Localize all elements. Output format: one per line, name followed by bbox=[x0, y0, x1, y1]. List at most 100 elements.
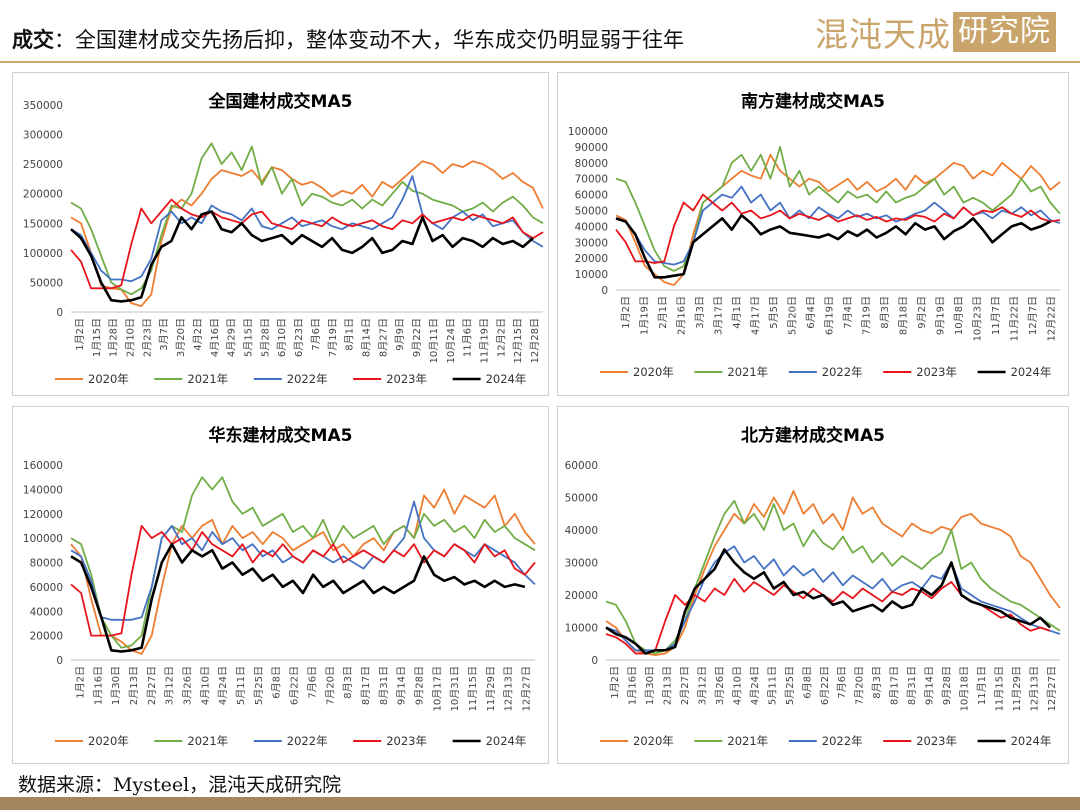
x-tick-label: 11月15日 bbox=[993, 666, 1005, 711]
legend-label: 2024年 bbox=[486, 734, 527, 748]
x-tick-label: 11月7日 bbox=[990, 296, 1002, 335]
series-line bbox=[70, 476, 536, 649]
logo-main: 混沌天成 bbox=[815, 15, 951, 54]
series-line bbox=[605, 545, 1061, 652]
x-tick-label: 4月2日 bbox=[192, 318, 204, 351]
x-tick-label: 8月1日 bbox=[344, 318, 356, 351]
y-tick-label: 40000 bbox=[30, 606, 63, 618]
y-tick-label: 0 bbox=[601, 285, 608, 297]
x-tick-label: 11月6日 bbox=[462, 318, 474, 357]
x-tick-label: 1月30日 bbox=[644, 666, 656, 705]
x-tick-label: 12月22日 bbox=[1045, 296, 1057, 341]
x-tick-label: 11月22日 bbox=[1008, 296, 1020, 341]
x-tick-label: 11月1日 bbox=[976, 666, 988, 705]
x-tick-label: 3月17日 bbox=[712, 296, 724, 335]
x-tick-label: 5月11日 bbox=[235, 666, 247, 705]
x-tick-label: 10月11日 bbox=[428, 318, 440, 363]
legend-label: 2021年 bbox=[187, 734, 228, 748]
chart-title: 全国建材成交MA5 bbox=[208, 92, 353, 112]
series-line bbox=[615, 185, 1061, 266]
x-tick-label: 12月13日 bbox=[503, 666, 515, 711]
x-tick-label: 1月2日 bbox=[609, 666, 621, 699]
x-tick-label: 12月27日 bbox=[521, 666, 533, 711]
chart-title: 华东建材成交MA5 bbox=[208, 426, 353, 446]
x-tick-label: 8月17日 bbox=[360, 666, 372, 705]
y-tick-label: 50000 bbox=[565, 493, 598, 505]
y-tick-label: 0 bbox=[591, 655, 598, 667]
x-tick-label: 4月16日 bbox=[209, 318, 221, 357]
x-tick-label: 4月29日 bbox=[226, 318, 238, 357]
x-tick-label: 11月29日 bbox=[1011, 666, 1023, 711]
x-tick-label: 6月10日 bbox=[276, 318, 288, 357]
x-tick-label: 10月24日 bbox=[445, 318, 457, 363]
x-tick-label: 2月13日 bbox=[128, 666, 140, 705]
x-tick-label: 7月6日 bbox=[310, 318, 322, 351]
x-tick-label: 4月24日 bbox=[749, 666, 761, 705]
x-tick-label: 10月17日 bbox=[431, 666, 443, 711]
x-tick-label: 8月3日 bbox=[871, 666, 883, 699]
series-line bbox=[605, 499, 1061, 655]
x-tick-label: 11月15日 bbox=[467, 666, 479, 711]
x-tick-label: 8月27日 bbox=[377, 318, 389, 357]
y-tick-label: 90000 bbox=[575, 142, 608, 154]
series-line bbox=[615, 193, 1061, 264]
header-divider bbox=[0, 61, 1080, 63]
x-tick-label: 5月25日 bbox=[253, 666, 265, 705]
x-tick-label: 12月13日 bbox=[1028, 666, 1040, 711]
footer-band bbox=[0, 797, 1080, 810]
y-tick-label: 100000 bbox=[568, 126, 608, 138]
series-line bbox=[605, 548, 1052, 655]
x-tick-label: 4月10日 bbox=[731, 666, 743, 705]
x-tick-label: 1月16日 bbox=[627, 666, 639, 705]
legend-label: 2020年 bbox=[633, 365, 674, 379]
x-tick-label: 4月1日 bbox=[731, 296, 743, 329]
legend-label: 2024年 bbox=[486, 372, 527, 386]
y-tick-label: 0 bbox=[56, 655, 63, 667]
x-tick-label: 11月29日 bbox=[485, 666, 497, 711]
y-tick-label: 250000 bbox=[23, 159, 63, 171]
series-line bbox=[615, 146, 1061, 272]
y-tick-label: 10000 bbox=[575, 269, 608, 281]
x-tick-label: 3月20日 bbox=[175, 318, 187, 357]
y-tick-label: 60000 bbox=[30, 582, 63, 594]
y-tick-label: 80000 bbox=[575, 158, 608, 170]
legend-label: 2024年 bbox=[1011, 734, 1052, 748]
x-tick-label: 1月2日 bbox=[620, 296, 632, 329]
x-tick-label: 3月3日 bbox=[694, 296, 706, 329]
chart-svg: 0 50000 100000 150000 200000 250000 300000 3500… bbox=[23, 100, 544, 386]
series-line bbox=[70, 160, 544, 308]
x-tick-label: 10月31日 bbox=[449, 666, 461, 711]
x-tick-label: 12月28日 bbox=[529, 318, 541, 363]
y-tick-label: 30000 bbox=[575, 237, 608, 249]
x-tick-label: 4月10日 bbox=[199, 666, 211, 705]
x-tick-label: 12月2日 bbox=[495, 318, 507, 357]
x-tick-label: 9月22日 bbox=[411, 318, 423, 357]
logo: 混沌天成 研究院 bbox=[815, 10, 1056, 54]
x-tick-label: 12月27日 bbox=[1046, 666, 1058, 711]
x-tick-label: 2月10日 bbox=[125, 318, 137, 357]
y-tick-label: 30000 bbox=[565, 558, 598, 570]
x-tick-label: 2月27日 bbox=[146, 666, 158, 705]
x-tick-label: 8月31日 bbox=[906, 666, 918, 705]
y-tick-label: 120000 bbox=[23, 509, 63, 521]
x-tick-label: 12月7日 bbox=[1027, 296, 1039, 335]
chart-panel-south: 0 10000 20000 30000 40000 50000 60000 70000 8000… bbox=[557, 72, 1069, 396]
y-tick-label: 160000 bbox=[23, 460, 63, 472]
x-tick-label: 6月23日 bbox=[293, 318, 305, 357]
y-tick-label: 60000 bbox=[575, 190, 608, 202]
y-tick-label: 80000 bbox=[30, 558, 63, 570]
y-tick-label: 100000 bbox=[23, 248, 63, 260]
y-tick-label: 70000 bbox=[575, 174, 608, 186]
y-tick-label: 150000 bbox=[23, 218, 63, 230]
x-tick-label: 7月20日 bbox=[324, 666, 336, 705]
legend-label: 2022年 bbox=[287, 734, 328, 748]
x-tick-label: 8月3日 bbox=[342, 666, 354, 699]
chart-title: 北方建材成交MA5 bbox=[741, 426, 885, 446]
x-tick-label: 10月23日 bbox=[971, 296, 983, 341]
x-tick-label: 11月19日 bbox=[479, 318, 491, 363]
page-title: 成交：全国建材成交先扬后抑，整体变动不大，华东成交仍明显弱于往年 bbox=[12, 24, 684, 54]
x-tick-label: 6月22日 bbox=[819, 666, 831, 705]
legend-label: 2021年 bbox=[187, 372, 228, 386]
legend-label: 2022年 bbox=[822, 734, 863, 748]
x-tick-label: 9月14日 bbox=[396, 666, 408, 705]
